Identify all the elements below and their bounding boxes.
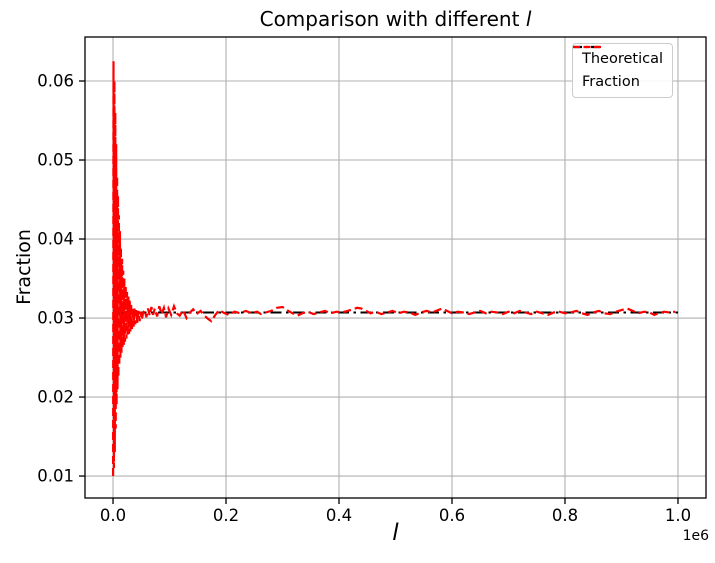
y-tick-label: 0.03 [37,309,74,328]
legend: Theoretical Fraction [572,43,674,98]
chart-title-text: Comparison with different [259,7,526,31]
fraction-line-sample-icon [573,45,603,49]
x-tick-label: 0.0 [100,506,126,525]
y-tick-label: 0.05 [37,151,74,170]
y-tick-label: 0.01 [37,467,74,486]
axes-spines [84,36,707,499]
y-tick-label: 0.02 [37,388,74,407]
x-tick-label: 0.6 [439,506,465,525]
y-tick-label: 0.04 [37,230,74,249]
x-tick-label: 0.2 [213,506,239,525]
x-axis-label: l [392,520,399,546]
legend-label: Fraction [582,74,640,90]
x-tick-label: 0.4 [326,506,352,525]
legend-label: Theoretical [582,51,664,67]
legend-entry-fraction: Fraction [573,45,663,92]
x-axis-offset-label: 1e6 [682,528,709,544]
page-title: Comparison with different l [85,7,706,31]
fraction-series-line [112,61,676,477]
y-axis-label: Fraction [13,229,35,305]
chart-title-math: l [525,7,532,31]
x-tick-label: 0.8 [552,506,578,525]
x-tick-label: 1.0 [665,506,691,525]
y-tick-label: 0.06 [37,72,74,91]
legend-entry-theoretical: Theoretical [573,45,664,69]
